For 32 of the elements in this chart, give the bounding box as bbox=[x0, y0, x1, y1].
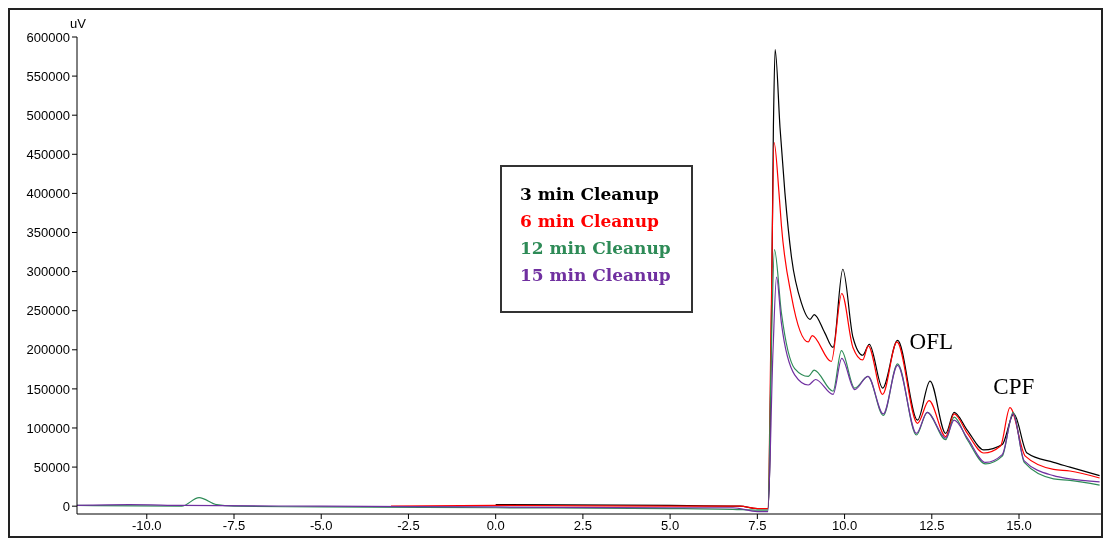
x-tick-label: -10.0 bbox=[131, 518, 162, 534]
y-tick-label: 150000 bbox=[26, 381, 70, 397]
x-tick-label: -2.5 bbox=[397, 518, 420, 534]
y-tick-label: 500000 bbox=[26, 107, 70, 123]
y-tick-label: 400000 bbox=[26, 186, 70, 202]
y-tick-label: 100000 bbox=[26, 420, 70, 436]
x-tick-label: 7.5 bbox=[748, 518, 767, 534]
y-tick-label: 50000 bbox=[33, 459, 70, 475]
x-tick-label: -7.5 bbox=[222, 518, 246, 534]
y-tick-label: 350000 bbox=[26, 225, 70, 241]
y-axis-title: uV bbox=[70, 16, 86, 31]
x-tick-label: -5.0 bbox=[310, 518, 333, 534]
annotation: CPF bbox=[993, 373, 1035, 399]
line-series bbox=[390, 141, 1101, 510]
y-tick-label: 300000 bbox=[26, 264, 70, 280]
x-tick-label: 5.0 bbox=[661, 518, 680, 534]
x-tick-label: 15.0 bbox=[1006, 518, 1032, 534]
x-tick-label: 12.5 bbox=[919, 518, 945, 534]
annotation: OFL bbox=[909, 328, 954, 354]
text: 3 min Cleanup bbox=[520, 183, 660, 206]
text: 6 min Cleanup bbox=[520, 210, 660, 233]
text: 15 min Cleanup bbox=[520, 264, 671, 287]
text: 12 min Cleanup bbox=[520, 237, 671, 260]
x-tick-label: 10.0 bbox=[831, 518, 858, 534]
y-tick-label: 600000 bbox=[26, 29, 70, 45]
x-tick-label: 0.0 bbox=[486, 518, 505, 534]
y-tick-label: 550000 bbox=[26, 68, 70, 84]
y-tick-label: 200000 bbox=[26, 342, 70, 358]
x-tick-label: 2.5 bbox=[573, 518, 592, 534]
y-tick-label: 450000 bbox=[26, 146, 70, 162]
y-tick-label: 0 bbox=[62, 498, 70, 514]
y-tick-label: 250000 bbox=[26, 303, 70, 319]
